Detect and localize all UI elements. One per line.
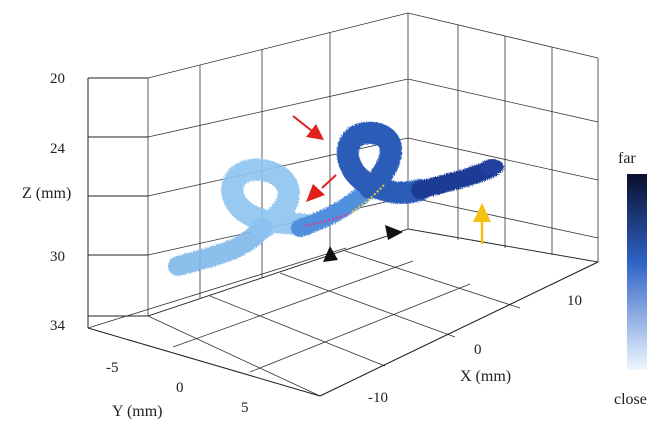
z-tick-30: 30: [50, 249, 65, 265]
z-tick-34: 34: [50, 318, 66, 334]
x-tick-10: 10: [567, 293, 582, 309]
y-axis: -5 0 5 Y (mm): [106, 360, 249, 420]
z-tick-20: 20: [50, 71, 65, 87]
duct-left-tail: [168, 218, 272, 276]
black-arrowhead-right: [385, 225, 403, 240]
y-tick-neg5: -5: [106, 360, 119, 376]
y-tick-5: 5: [241, 400, 249, 416]
y-axis-label: Y (mm): [112, 403, 163, 420]
colorbar-gradient: [627, 174, 647, 370]
y-tick-0: 0: [176, 380, 184, 396]
x-axis: -10 0 10 X (mm): [368, 293, 582, 406]
duct-left-loop: [221, 158, 316, 239]
duct-end-bulb: [480, 159, 504, 175]
black-arrowhead-left: [323, 246, 338, 262]
z-axis-label: Z (mm): [22, 185, 71, 202]
duct-right-loop: [336, 122, 431, 204]
duct-volume: [168, 122, 504, 276]
centerline-yellow: [351, 184, 385, 213]
centerline-dots: [304, 184, 385, 227]
right-wall-grid: [407, 12, 599, 263]
front-frame: [87, 77, 599, 397]
x-tick-neg10: -10: [368, 390, 388, 406]
red-arrow-lower: [306, 174, 337, 202]
z-axis: 20 24 30 34 Z (mm): [22, 71, 71, 334]
floor-grid: [87, 228, 599, 397]
duct-right-tail: [411, 159, 501, 199]
z-tick-24: 24: [50, 141, 66, 157]
x-axis-label: X (mm): [460, 368, 511, 385]
colorbar-label-close: close: [614, 391, 647, 408]
yellow-arrow: [473, 203, 491, 244]
annotation-arrows: [292, 115, 491, 262]
colorbar-label-far: far: [618, 150, 636, 167]
colorbar: far close: [614, 150, 647, 408]
red-arrow-upper: [292, 115, 324, 140]
x-tick-0: 0: [474, 342, 482, 358]
